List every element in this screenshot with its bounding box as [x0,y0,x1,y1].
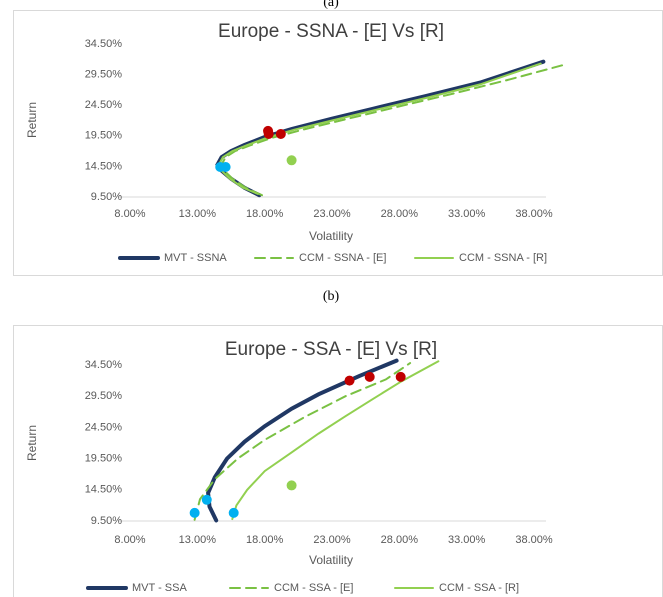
x-tick-label: 18.00% [246,534,284,546]
y-tick-label: 29.50% [85,390,123,402]
legend-label: CCM - SSNA - [R] [459,252,547,264]
series-line [231,360,440,521]
legend-label: CCM - SSA - [E] [274,582,353,594]
y-tick-label: 24.50% [85,421,123,433]
y-tick-label: 19.50% [85,130,123,142]
y-axis-title: Return [25,425,39,461]
y-tick-label: 19.50% [85,453,123,465]
x-axis-title: Volatility [309,229,353,243]
chart-title: Europe - SSNA - [E] Vs [R] [218,21,444,42]
x-axis-title: Volatility [309,553,353,567]
legend-label: MVT - SSNA [164,252,227,264]
x-tick-label: 23.00% [313,208,351,220]
marker [286,155,297,166]
chart-frame [13,325,663,597]
x-tick-label: 38.00% [515,208,553,220]
x-tick-label: 13.00% [179,208,217,220]
series-line [220,63,568,197]
marker [263,128,274,139]
marker [220,162,231,173]
marker [364,371,375,382]
chart-title: Europe - SSA - [E] Vs [R] [225,339,437,360]
series-line [217,62,542,195]
marker [228,507,239,518]
series-line [193,362,412,521]
legend-label: CCM - SSA - [R] [439,582,519,594]
y-tick-label: 34.50% [85,359,123,371]
y-axis-title: Return [25,102,39,138]
marker [395,371,406,382]
marker [275,128,286,139]
marker [344,375,355,386]
x-tick-label: 33.00% [448,208,486,220]
y-tick-label: 24.50% [85,99,123,111]
y-tick-label: 34.50% [85,38,123,50]
x-tick-label: 18.00% [246,208,284,220]
x-tick-label: 33.00% [448,534,486,546]
panel-label: (a) [323,0,339,10]
x-tick-label: 8.00% [114,208,145,220]
legend-label: MVT - SSA [132,582,187,594]
x-tick-label: 28.00% [381,208,419,220]
marker [189,507,200,518]
y-tick-label: 9.50% [91,191,122,203]
marker [201,494,212,505]
marker [286,480,297,491]
y-tick-label: 14.50% [85,484,123,496]
x-tick-label: 8.00% [114,534,145,546]
y-tick-label: 29.50% [85,69,123,81]
x-tick-label: 38.00% [515,534,553,546]
chart-frame [13,10,663,276]
x-tick-label: 13.00% [179,534,217,546]
x-tick-label: 23.00% [313,534,351,546]
x-tick-label: 28.00% [381,534,419,546]
y-tick-label: 9.50% [91,515,122,527]
legend-label: CCM - SSNA - [E] [299,252,386,264]
panel-label: (b) [323,289,340,304]
y-tick-label: 14.50% [85,160,123,172]
